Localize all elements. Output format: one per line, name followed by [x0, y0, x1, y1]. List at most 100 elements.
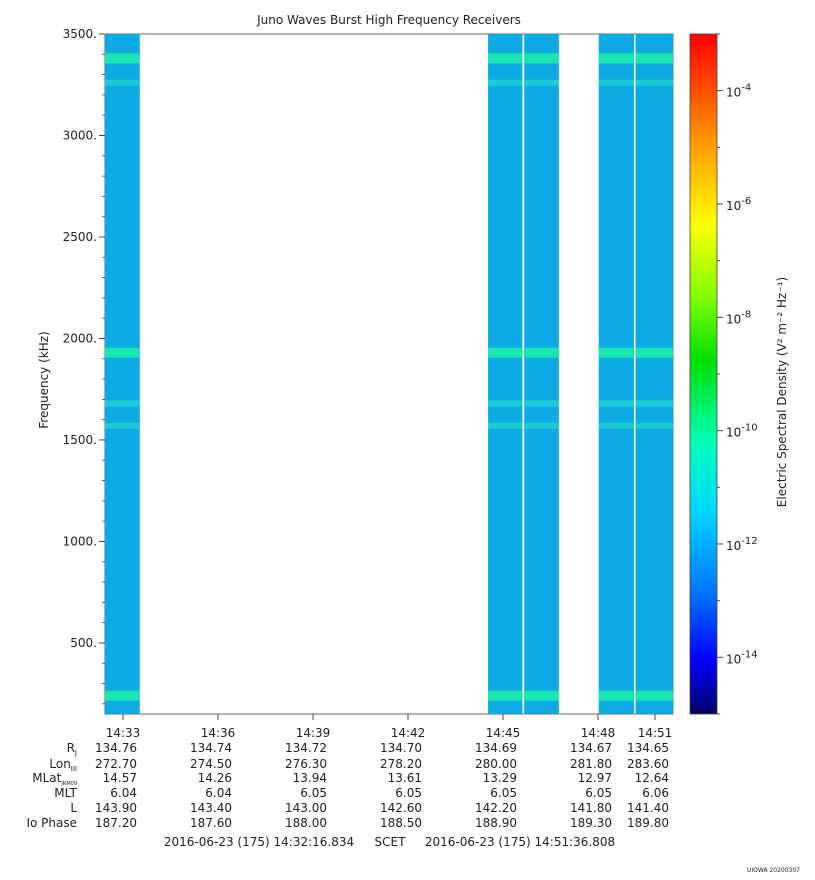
ephemeris-value: 134.74	[190, 741, 232, 755]
x-tick-label: 14:45	[486, 726, 521, 740]
emission-band	[524, 400, 559, 407]
x-tick-label: 14:48	[581, 726, 616, 740]
plot-area	[104, 33, 674, 715]
colorbar-tick-label: 10-10	[726, 423, 758, 440]
emission-band	[524, 53, 559, 64]
spectrogram-segment	[488, 34, 523, 714]
ephemeris-value: 281.80	[570, 757, 612, 771]
x-tick-label: 14:33	[106, 726, 141, 740]
x-tick-label: 14:42	[391, 726, 426, 740]
ephemeris-value: 143.90	[95, 801, 137, 815]
colorbar-tick-label: 10-14	[726, 649, 758, 666]
ephemeris-value: 143.00	[285, 801, 327, 815]
spectrogram-segments	[105, 34, 673, 714]
ephemeris-value: 134.70	[380, 741, 422, 755]
emission-band	[105, 347, 140, 358]
segment-background	[598, 34, 634, 714]
emission-band	[635, 53, 673, 64]
ephemeris-row-label: L	[70, 801, 77, 815]
ephemeris-value: 6.04	[205, 786, 232, 800]
spectrogram-segment	[598, 34, 634, 714]
ephemeris-value: 187.20	[95, 816, 137, 830]
y-tick-label: 500.	[70, 636, 97, 650]
emission-band	[598, 53, 634, 64]
ephemeris-value: 141.80	[570, 801, 612, 815]
ephemeris-row-label: MLT	[54, 786, 77, 800]
colorbar-ticks: 10-14 10-12 10-10 10-8 10-6 10-4	[717, 33, 758, 715]
ephemeris-value: 274.50	[190, 757, 232, 771]
emission-band	[524, 690, 559, 701]
segment-background	[105, 34, 140, 714]
ephemeris-value: 134.76	[95, 741, 137, 755]
x-tick-label: 14:51	[638, 726, 673, 740]
emission-band	[635, 400, 673, 407]
ephemeris-value: 189.30	[570, 816, 612, 830]
emission-band	[524, 79, 559, 86]
y-axis: 500. 1000. 1500. 2000. 2500. 3000. 3500.	[63, 27, 105, 705]
ephemeris-value: 134.65	[627, 741, 669, 755]
emission-band	[488, 347, 523, 358]
ephemeris-value: 134.69	[475, 741, 517, 755]
ephemeris-row-label: MLatJRM09	[32, 771, 77, 787]
emission-band	[105, 690, 140, 701]
emission-band	[105, 79, 140, 86]
emission-band	[488, 79, 523, 86]
ephemeris-value: 278.20	[380, 757, 422, 771]
x-axis: 14:33 14:36 14:39 14:42 14:45 14:48 14:51	[106, 714, 673, 740]
emission-band	[524, 347, 559, 358]
ephemeris-value: 6.05	[585, 786, 612, 800]
x-tick-label: 14:39	[296, 726, 331, 740]
ephemeris-value: 14.26	[198, 771, 232, 785]
emission-band	[488, 422, 523, 429]
ephemeris-value: 13.29	[483, 771, 517, 785]
ephemeris-value: 13.61	[388, 771, 422, 785]
ephemeris-row-label: RJ	[67, 741, 77, 757]
ephemeris-value: 134.72	[285, 741, 327, 755]
ephemeris-value: 143.40	[190, 801, 232, 815]
ephemeris-value: 6.06	[642, 786, 669, 800]
y-axis-label: Frequency (kHz)	[37, 331, 51, 428]
emission-band	[598, 347, 634, 358]
emission-band	[635, 347, 673, 358]
ephemeris-value: 188.90	[475, 816, 517, 830]
ephemeris-value: 142.60	[380, 801, 422, 815]
creation-stamp: UIOWA 20200307	[747, 867, 800, 874]
segment-background	[488, 34, 523, 714]
y-tick-label: 3500.	[63, 27, 97, 41]
colorbar	[689, 33, 718, 715]
emission-band	[635, 690, 673, 701]
ephemeris-value: 13.94	[293, 771, 327, 785]
emission-band	[488, 53, 523, 64]
footer-start-time: 2016-06-23 (175) 14:32:16.834	[164, 835, 354, 849]
spectrogram-segment	[524, 34, 559, 714]
emission-band	[635, 422, 673, 429]
ephemeris-value: 134.67	[570, 741, 612, 755]
footer-end-time: 2016-06-23 (175) 14:51:36.808	[425, 835, 615, 849]
y-tick-label: 2000.	[63, 331, 97, 345]
colorbar-tick-label: 10-4	[726, 83, 751, 100]
chart-title: Juno Waves Burst High Frequency Receiver…	[256, 13, 521, 27]
spectrogram-segment	[635, 34, 673, 714]
segment-background	[635, 34, 673, 714]
colorbar-label: Electric Spectral Density (V² m⁻² Hz⁻¹)	[775, 277, 789, 507]
ephemeris-table: RJ 134.76 134.74 134.72 134.70 134.69 134.67 13…	[26, 741, 669, 830]
ephemeris-value: 14.57	[103, 771, 137, 785]
ephemeris-value: 276.30	[285, 757, 327, 771]
ephemeris-value: 187.60	[190, 816, 232, 830]
emission-band	[488, 690, 523, 701]
ephemeris-value: 280.00	[475, 757, 517, 771]
ephemeris-value: 188.50	[380, 816, 422, 830]
emission-band	[598, 422, 634, 429]
ephemeris-value: 6.05	[395, 786, 422, 800]
ephemeris-value: 12.64	[635, 771, 669, 785]
y-tick-label: 1500.	[63, 433, 97, 447]
colorbar-tick-label: 10-6	[726, 196, 751, 213]
ephemeris-value: 12.97	[578, 771, 612, 785]
emission-band	[488, 400, 523, 407]
ephemeris-value: 141.40	[627, 801, 669, 815]
emission-band	[598, 79, 634, 86]
y-tick-label: 2500.	[63, 230, 97, 244]
segment-background	[524, 34, 559, 714]
ephemeris-value: 272.70	[95, 757, 137, 771]
